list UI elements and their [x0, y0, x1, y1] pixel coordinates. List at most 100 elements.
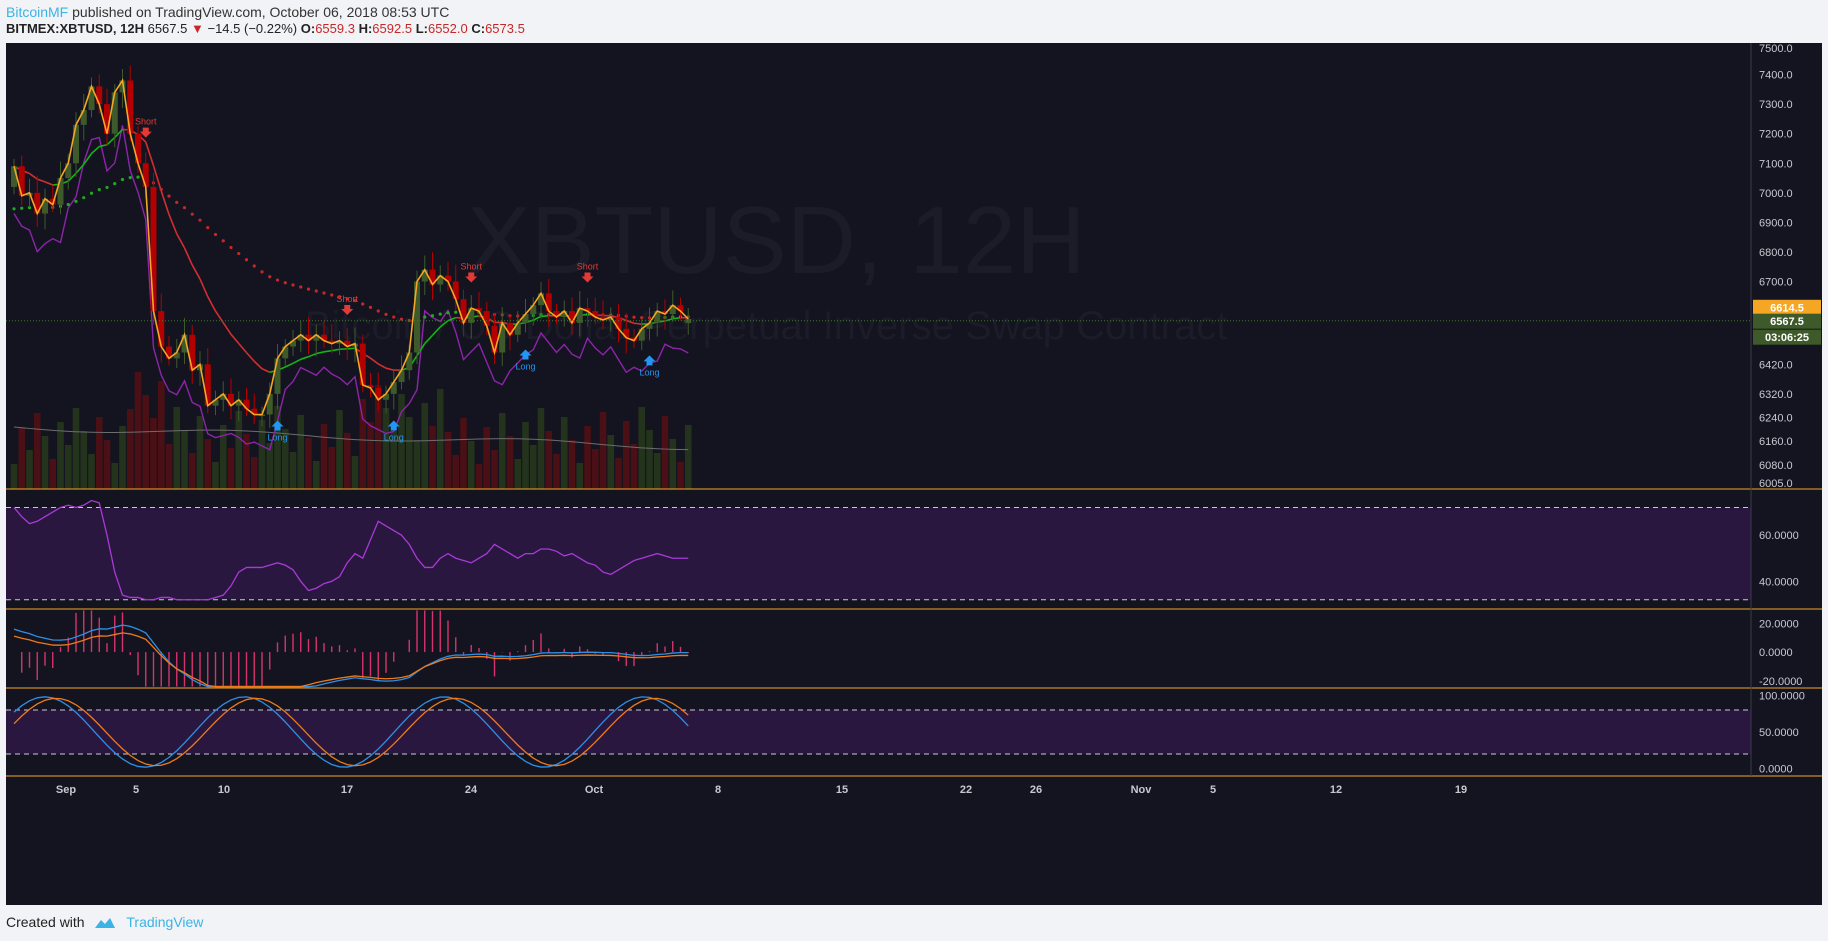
candle-body: [173, 352, 180, 359]
created-with-text: Created with: [6, 914, 85, 930]
volume-bar: [266, 443, 274, 489]
stoch-d-line: [13, 697, 689, 767]
ticker-line: BITMEX:XBTUSD, 12H 6567.5 ▼ −14.5 (−0.22…: [6, 21, 525, 36]
x-tick-label: Oct: [585, 784, 604, 796]
short-arrow-icon: [341, 305, 354, 316]
author-link[interactable]: BitcoinMF: [6, 4, 69, 20]
candle-body: [73, 124, 79, 164]
candle-body: [445, 275, 451, 282]
short-arrow-icon: [139, 127, 152, 138]
candle-body: [266, 393, 273, 415]
slow-ema-segment: [160, 190, 170, 215]
candle-body: [158, 311, 165, 347]
x-tick-label: 12: [1330, 784, 1342, 796]
long-arrow-icon: [519, 349, 532, 360]
candle-body: [669, 305, 676, 315]
candle-body: [49, 198, 56, 205]
candle-body: [111, 92, 118, 134]
slow-ema-segment: [540, 314, 549, 318]
signals: Short Long Short Long Short Long Short Long: [135, 117, 660, 443]
publisher-line: BitcoinMF published on TradingView.com, …: [6, 4, 449, 20]
slow-ema-segment: [152, 165, 163, 192]
candle-body: [576, 308, 583, 323]
volume-bar: [514, 459, 522, 489]
x-tick-label: 24: [465, 784, 478, 796]
price-tick-label: 7400.0: [1759, 70, 1793, 82]
volume-bar: [444, 432, 452, 489]
slow-ema-segment: [168, 214, 178, 235]
volume-bar: [436, 389, 444, 489]
trend-dot: [330, 293, 334, 297]
price-tick-label: 6420.0: [1759, 359, 1793, 371]
volume-bar: [328, 447, 336, 489]
candle-body: [181, 334, 188, 353]
volume-bar: [57, 422, 64, 489]
volume-bar: [281, 429, 289, 489]
candle-body: [127, 80, 134, 134]
volume-bar: [227, 448, 235, 489]
long-signal-label: Long: [639, 367, 659, 377]
candle-body: [65, 163, 72, 179]
slow-ema-segment: [222, 322, 232, 335]
candle-body: [150, 186, 157, 312]
trend-dot: [322, 291, 326, 295]
volume-bar: [560, 417, 568, 489]
candle-body: [80, 110, 87, 125]
trend-dot: [12, 207, 16, 211]
price-tick-label: 6320.0: [1759, 389, 1793, 401]
volume-bar: [336, 410, 343, 489]
volume-bar: [646, 430, 653, 489]
candle-body: [290, 340, 296, 347]
trend-dot: [175, 200, 179, 204]
volume-bar: [258, 420, 266, 489]
short-signal-label: Short: [577, 262, 599, 272]
last-price: 6567.5: [147, 21, 188, 36]
trend-dot: [260, 270, 264, 274]
low-label: L:: [415, 21, 428, 36]
trend-dot: [407, 318, 411, 323]
trend-dot: [361, 302, 365, 306]
open-label: O:: [300, 21, 316, 36]
price-tick-label: 6700.0: [1759, 277, 1793, 289]
price-tick-label: 6240.0: [1759, 413, 1793, 425]
chart-area[interactable]: XBTUSD, 12H Bitcoin / US Dollar Perpetual…: [6, 43, 1822, 905]
x-tick-label: 15: [836, 784, 848, 796]
price-tick-label: 7500.0: [1759, 43, 1793, 55]
chart-svg[interactable]: XBTUSD, 12H Bitcoin / US Dollar Perpetual…: [6, 43, 1822, 905]
volume-bar: [522, 422, 529, 489]
price-label-tag: [1753, 313, 1821, 329]
slow-ema-segment: [183, 247, 193, 266]
long-arrow-icon: [387, 420, 400, 431]
slow-ema-segment: [308, 352, 317, 358]
trend-dot: [399, 317, 404, 321]
slow-ema-segment: [316, 351, 325, 355]
volume-bar: [95, 417, 103, 489]
short-arrow-icon: [581, 272, 594, 283]
volume-bar: [134, 372, 142, 489]
candle-body: [507, 322, 513, 335]
volume-bar: [483, 427, 491, 489]
volume-bar: [498, 413, 506, 489]
trend-dot: [299, 285, 303, 289]
trend-dot: [20, 206, 24, 210]
candle-body: [166, 346, 172, 359]
watermark-title: XBTUSD, 12H: [467, 187, 1086, 294]
trend-dot: [376, 309, 380, 313]
volume-bar: [591, 449, 599, 489]
stoch-tick-label: 100.0000: [1759, 690, 1805, 702]
volume-bar: [413, 440, 421, 489]
candle-body: [437, 275, 444, 285]
volume-bar: [452, 455, 460, 489]
stoch-tick-label: 50.0000: [1759, 727, 1799, 739]
trend-dot: [120, 177, 125, 182]
candle-body: [119, 80, 126, 93]
candle-body: [282, 346, 289, 359]
candle-body: [414, 281, 420, 353]
volume-bar: [243, 434, 250, 489]
slow-ema-segment: [284, 362, 294, 368]
trend-dot: [337, 295, 342, 299]
trend-dot: [368, 305, 373, 309]
tradingview-brand-link[interactable]: TradingView: [126, 914, 204, 930]
short-arrow-icon: [465, 272, 478, 283]
volume-bar: [111, 463, 119, 489]
